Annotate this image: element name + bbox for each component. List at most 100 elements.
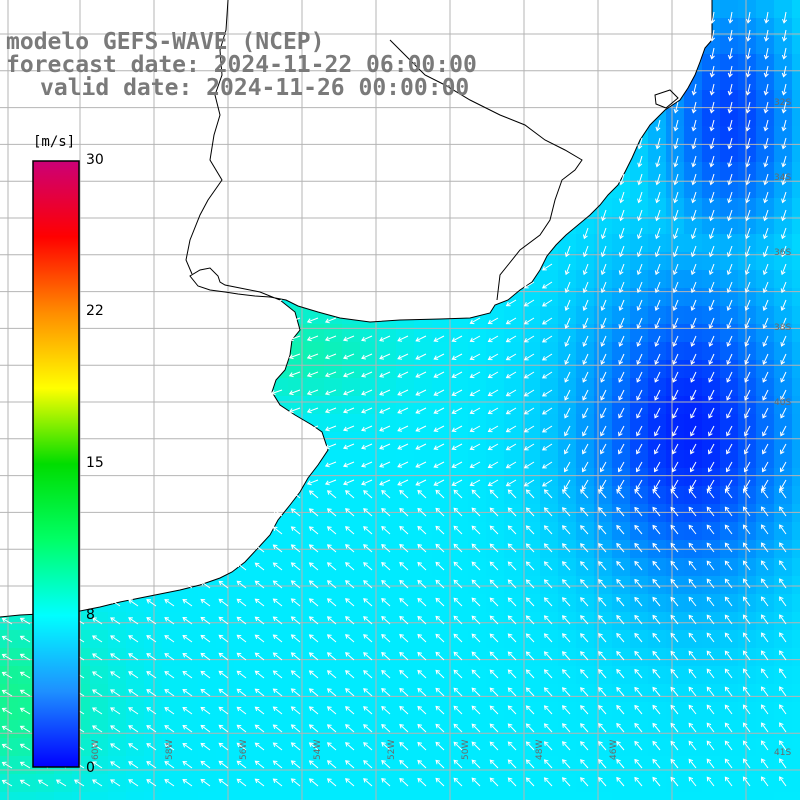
wind-arrow [672,263,679,276]
wind-arrow [580,489,589,499]
wind-cell [594,396,613,415]
wind-arrow [616,668,625,679]
wind-cell [774,450,793,469]
wind-arrow [489,777,499,787]
wind-arrow [308,778,319,787]
wind-arrow [306,335,319,342]
wind-arrow [543,615,553,625]
wind-cell [144,792,163,800]
wind-arrow [745,83,751,96]
wind-arrow [637,209,643,222]
wind-arrow [324,407,337,414]
wind-arrow [779,443,787,455]
wind-arrow [561,741,571,751]
wind-arrow [236,670,247,679]
wind-cell [792,558,800,577]
wind-cell [684,180,703,199]
wind-arrow [128,779,139,787]
wind-arrow [727,83,733,96]
wind-arrow [254,760,265,769]
wind-arrow [507,489,517,499]
wind-arrow [561,633,571,643]
wind-cell [162,720,181,739]
wind-arrow [326,652,337,661]
wind-arrow [381,507,391,517]
wind-cell [0,756,19,775]
wind-arrow [489,759,499,769]
wind-arrow [146,653,157,661]
wind-arrow [688,704,697,715]
wind-arrow [760,722,769,733]
wind-cell [162,738,181,757]
wind-cell [630,468,649,487]
wind-arrow [672,245,679,258]
wind-cell [684,396,703,415]
wind-arrow [435,543,445,553]
wind-cell [72,792,91,800]
wind-arrow [670,524,679,535]
wind-cell [756,162,775,181]
wind-arrow [688,614,697,625]
wind-cell [792,468,800,487]
wind-arrow [706,632,715,643]
wind-arrow [543,489,553,499]
wind-arrow [541,263,553,271]
wind-arrow [290,742,301,751]
wind-cell [666,468,685,487]
wind-arrow [763,191,769,204]
wind-cell [360,342,379,361]
wind-arrow [272,526,283,535]
wind-arrow [564,299,571,312]
wind-arrow [688,686,697,697]
wind-arrow [745,47,751,60]
wind-arrow [724,596,733,607]
wind-cell [792,90,800,109]
wind-cell [684,270,703,289]
wind-arrow [523,443,535,451]
wind-arrow [781,119,787,132]
wind-arrow [724,758,733,769]
wind-cell [576,252,595,271]
wind-arrow [469,353,481,361]
wind-arrow [708,353,715,365]
wind-cell [540,792,559,800]
wind-cell [126,756,145,775]
wind-arrow [379,353,391,360]
wind-cell [558,396,577,415]
wind-arrow [218,652,229,661]
wind-arrow [254,544,265,553]
longitude-label: 60W [91,740,101,760]
wind-arrow [254,670,265,679]
wind-cell [468,396,487,415]
wind-arrow [433,461,445,468]
wind-arrow [709,155,715,168]
wind-arrow [744,371,751,383]
wind-cell [702,162,721,181]
wind-arrow [345,724,355,733]
model-title: modelo GEFS-WAVE (NCEP) [6,29,325,55]
wind-arrow [780,371,787,383]
wind-cell [180,720,199,739]
wind-arrow [670,668,679,679]
wind-cell [720,360,739,379]
wind-cell [738,54,757,73]
wind-arrow [507,741,517,751]
wind-arrow [616,650,625,661]
wind-arrow [779,758,787,769]
wind-cell [648,252,667,271]
wind-cell [738,612,757,631]
wind-arrow [489,525,499,535]
wind-cell [738,684,757,703]
wind-arrow [525,759,535,769]
wind-arrow [780,407,787,419]
wind-arrow [688,488,697,499]
wind-arrow [435,777,445,787]
wind-arrow [780,317,787,329]
wind-arrow [308,616,319,625]
wind-arrow [451,425,463,432]
wind-arrow [1,761,13,769]
wind-arrow [580,723,589,733]
wind-arrow [381,597,391,607]
wind-arrow [200,688,211,697]
latitude-label: 40S [774,398,791,408]
